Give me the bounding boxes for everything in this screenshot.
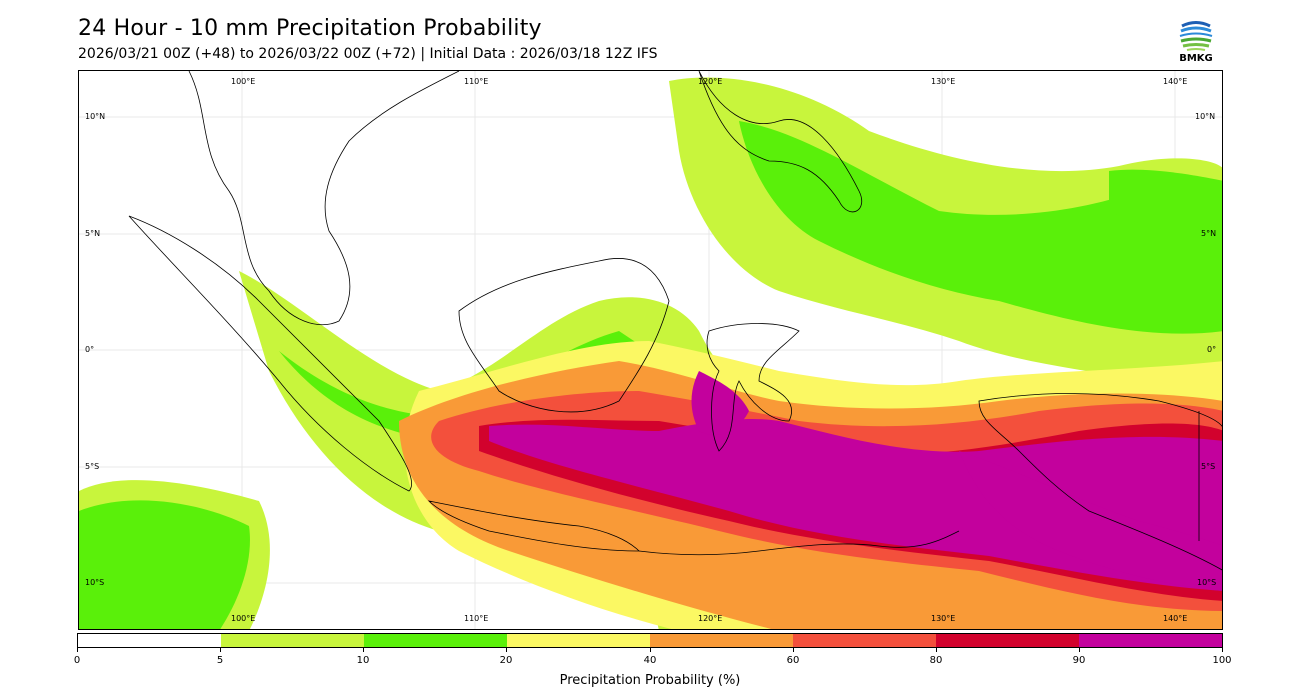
colorbar-tick-label: 5 <box>216 655 224 666</box>
lat-label: 5°S <box>1201 462 1216 471</box>
lon-label: 120°E <box>698 77 723 86</box>
colorbar-tick-mark <box>1222 648 1223 652</box>
colorbar-tick-label: 90 <box>1072 655 1086 666</box>
coastline-lesser-sunda <box>638 530 960 556</box>
coastline-philippines <box>698 71 863 213</box>
bmkg-globe-icon <box>1179 18 1213 52</box>
lon-label: 110°E <box>464 77 489 86</box>
lon-label: 130°E <box>931 77 956 86</box>
precip-area-magenta <box>959 451 1222 591</box>
colorbar-tick-mark <box>793 648 794 652</box>
colorbar-segment <box>364 634 507 647</box>
lat-label: 10°S <box>1197 578 1217 587</box>
colorbar <box>77 633 1223 648</box>
lat-label: 5°N <box>85 229 101 238</box>
colorbar-segment <box>507 634 650 647</box>
colorbar-tick-label: 10 <box>356 655 370 666</box>
lon-label: 100°E <box>231 614 256 623</box>
colorbar-tick-label: 20 <box>499 655 513 666</box>
lon-label: 100°E <box>231 77 256 86</box>
lat-label: 0° <box>85 345 95 354</box>
precip-area-green <box>1109 169 1222 233</box>
coastline-sumatra <box>128 215 413 492</box>
colorbar-tick-mark <box>650 648 651 652</box>
colorbar-segment <box>1079 634 1222 647</box>
lon-label: 110°E <box>464 614 489 623</box>
colorbar-tick-mark <box>363 648 364 652</box>
lat-label: 10°S <box>85 578 105 587</box>
bmkg-logo: BMKG <box>1172 16 1220 66</box>
map-canvas <box>79 71 1222 629</box>
coastline-new-guinea <box>978 393 1222 571</box>
chart-subtitle: 2026/03/21 00Z (+48) to 2026/03/22 00Z (… <box>78 46 658 62</box>
lat-label: 5°S <box>85 462 100 471</box>
lat-label: 10°N <box>85 112 106 121</box>
colorbar-tick-mark <box>77 648 78 652</box>
colorbar-tick-label: 40 <box>643 655 657 666</box>
lat-label: 10°N <box>1195 112 1216 121</box>
lat-label: 5°N <box>1201 229 1217 238</box>
coastline-mainland-asia <box>188 71 460 325</box>
colorbar-tick-mark <box>220 648 221 652</box>
lon-label: 120°E <box>698 614 723 623</box>
lon-label: 140°E <box>1163 77 1188 86</box>
chart-title: 24 Hour - 10 mm Precipitation Probabilit… <box>78 16 542 41</box>
coastlines <box>128 71 1222 571</box>
precip-area-green <box>79 500 250 629</box>
colorbar-tick-label: 100 <box>1212 655 1232 666</box>
precip-field <box>79 77 1222 629</box>
colorbar-segment <box>78 634 221 647</box>
logo-text: BMKG <box>1179 53 1213 64</box>
colorbar-tick-label: 80 <box>929 655 943 666</box>
colorbar-tick-mark <box>506 648 507 652</box>
lon-label: 130°E <box>931 614 956 623</box>
colorbar-tick-label: 60 <box>786 655 800 666</box>
colorbar-segment <box>793 634 936 647</box>
colorbar-tick-mark <box>1079 648 1080 652</box>
precip-area-magenta <box>691 371 749 435</box>
colorbar-tick-mark <box>936 648 937 652</box>
colorbar-tick-label: 0 <box>73 655 81 666</box>
coastline-sulawesi <box>706 323 800 452</box>
colorbar-title: Precipitation Probability (%) <box>559 673 741 688</box>
colorbar-segment <box>221 634 364 647</box>
precip-area-magenta <box>489 419 1222 591</box>
colorbar-segment <box>936 634 1079 647</box>
precipitation-map: 100°E 110°E 120°E 130°E 140°E 100°E 110°… <box>78 70 1223 630</box>
lat-label: 0° <box>1207 345 1217 354</box>
colorbar-ticks: 0 5 10 20 40 60 80 90 100 <box>73 648 1232 668</box>
colorbar-segment <box>650 634 793 647</box>
lon-label: 140°E <box>1163 614 1188 623</box>
precip-area-green <box>739 121 1222 334</box>
coastline-borneo <box>458 258 670 413</box>
